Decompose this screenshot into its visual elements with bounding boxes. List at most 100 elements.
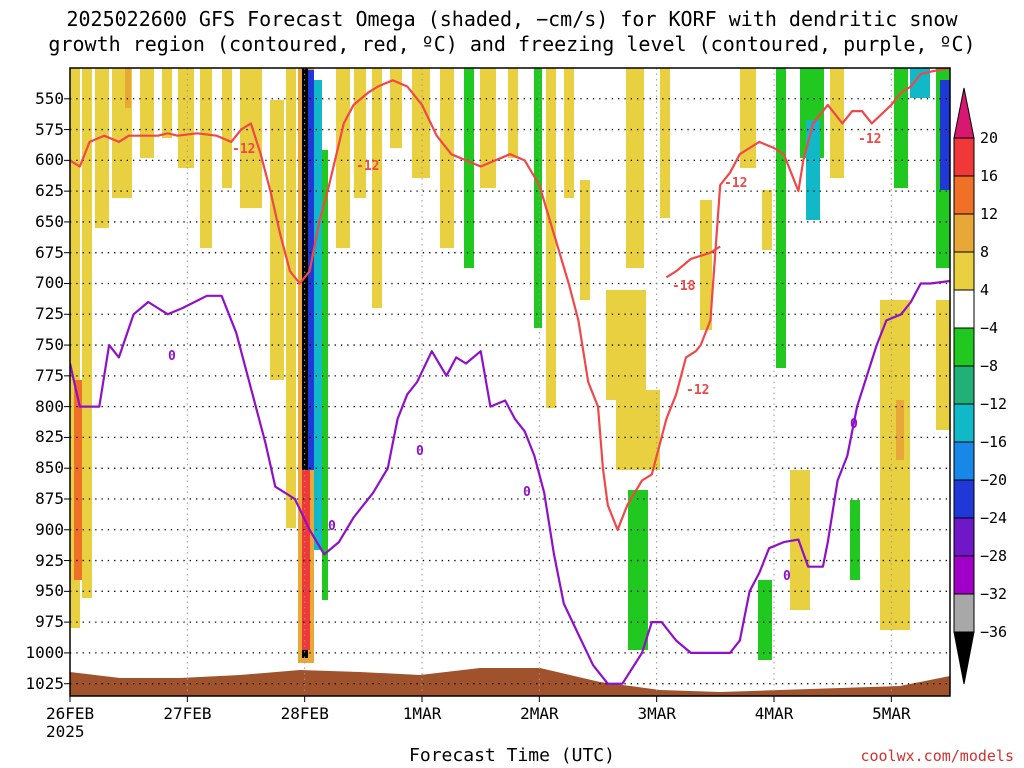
credit-link[interactable]: coolwx.com/models [860,747,1014,765]
colorbar-swatch [953,251,975,291]
omega-band [440,68,454,248]
omega-band [740,68,756,168]
freezing-label: 0 [168,349,176,364]
chart-title-line2: growth region (contoured, red, ºC) and f… [48,32,976,56]
y-tick-label: 875 [35,488,64,508]
omega-band [850,500,860,580]
dgz-contour-line [665,245,721,279]
y-tick-label: 650 [35,211,64,231]
chart-title-line1: 2025022600 GFS Forecast Omega (shaded, −… [66,7,958,31]
colorbar-label: −32 [980,585,1008,603]
dgz-label: -12 [724,176,747,191]
y-tick-label: 825 [35,427,64,447]
colorbar-label: −8 [980,357,999,375]
colorbar-swatch [953,441,975,481]
x-tick-label: 2MAR [520,704,559,723]
omega-band [776,68,786,368]
y-tick-label: 975 [35,612,64,632]
x-tick-label: 3MAR [637,704,676,723]
y-tick-label: 600 [35,150,64,170]
omega-band [308,70,314,470]
grid-lines [70,68,950,696]
colorbar-label: 20 [980,129,999,147]
colorbar-swatch [953,555,975,595]
omega-band [758,580,772,660]
omega-band [322,150,328,600]
omega-band [390,68,402,148]
omega-shading [70,68,950,696]
y-tick-label: 850 [35,458,64,478]
omega-band [546,68,556,408]
colorbar-swatch [953,213,975,253]
y-tick-label: 625 [35,181,64,201]
omega-band [626,68,644,268]
y-tick-label: 700 [35,273,64,293]
omega-band [314,80,322,550]
omega-band [302,68,308,658]
colorbar-swatch [953,327,975,367]
omega-band [806,120,820,220]
dgz-label: -18 [672,279,696,294]
colorbar-swatch [953,517,975,557]
freezing-label: 0 [783,569,791,584]
dgz-label: -12 [686,383,709,398]
dgz-contour-line [70,68,950,531]
freezing-level-line [70,279,950,685]
omega-band [762,190,772,250]
omega-band [70,68,80,628]
omega-band [222,68,232,188]
x-tick-label: 28FEB [280,704,329,723]
axis-ticks [64,98,892,702]
omega-band [125,68,131,108]
omega-band [464,68,474,268]
colorbar-swatch [953,403,975,443]
omega-band [240,68,262,208]
y-tick-label: 675 [35,242,64,262]
y-tick-label: 550 [35,88,64,108]
omega-band [95,68,109,228]
y-tick-label: 750 [35,335,64,355]
omega-band [140,68,154,158]
colorbar-swatch [953,479,975,519]
colorbar [953,87,975,685]
omega-band [354,68,366,198]
omega-band [82,68,92,598]
omega-band [894,68,908,188]
x-tick-label: 27FEB [163,704,212,723]
colorbar-label: −28 [980,547,1008,565]
colorbar-label: −20 [980,471,1008,489]
colorbar-swatch [953,631,975,685]
terrain [70,668,950,696]
x-tick-label: 1MAR [402,704,442,723]
x-axis-title: Forecast Time (UTC) [409,745,615,766]
omega-band [508,68,518,158]
omega-band [200,68,212,248]
contour-lines [70,68,950,685]
omega-band [830,68,844,178]
y-tick-label: 575 [35,119,64,139]
omega-band [480,68,496,188]
omega-band [412,68,430,178]
freezing-label: 0 [328,519,336,534]
y-tick-label: 800 [35,396,64,416]
omega-band [790,470,810,610]
colorbar-label: −4 [980,319,999,337]
omega-band [336,68,350,248]
y-tick-label: 775 [35,365,64,385]
x-tick-sublabel: 2025 [46,722,85,741]
plot-frame [69,67,951,697]
omega-band [162,68,172,138]
colorbar-label: −16 [980,433,1008,451]
colorbar-label: 12 [980,205,999,223]
colorbar-label: −36 [980,623,1008,641]
colorbar-label: −24 [980,509,1008,527]
omega-band [580,180,590,300]
omega-band [616,390,660,470]
omega-band [302,470,310,650]
omega-band [940,80,950,190]
y-tick-label: 1025 [25,673,64,693]
omega-band [896,400,904,460]
x-tick-label: 5MAR [872,704,911,723]
dgz-label: -12 [356,159,379,174]
freezing-label: 0 [850,417,858,432]
